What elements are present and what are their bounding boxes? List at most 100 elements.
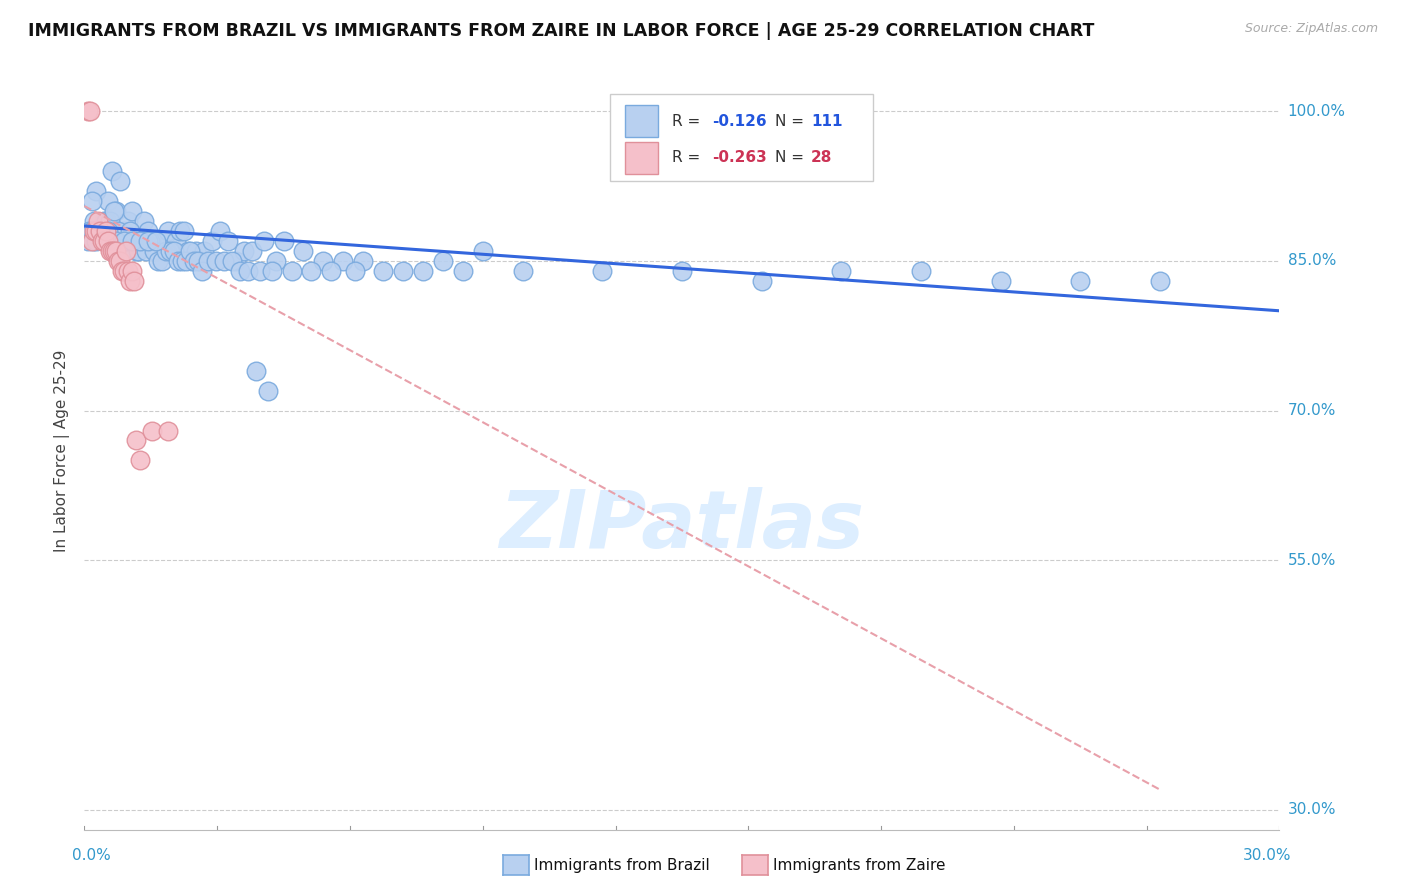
Point	[91, 224, 114, 238]
Point	[127, 244, 149, 258]
Point	[332, 254, 354, 268]
Point	[145, 244, 167, 258]
Point	[392, 264, 415, 278]
Point	[105, 234, 128, 248]
Point	[103, 204, 125, 219]
Point	[107, 254, 129, 268]
Point	[125, 434, 148, 448]
Text: 85.0%: 85.0%	[1288, 253, 1336, 268]
Text: 111: 111	[811, 114, 842, 129]
Point	[98, 214, 121, 228]
Point	[125, 244, 148, 258]
Point	[830, 264, 852, 278]
Point	[751, 274, 773, 288]
Point	[141, 424, 163, 438]
Point	[93, 234, 115, 248]
Point	[373, 264, 395, 278]
Point	[205, 254, 228, 268]
Point	[240, 244, 263, 258]
Point	[193, 244, 215, 258]
Point	[174, 254, 197, 268]
Point	[115, 244, 138, 258]
Point	[141, 234, 163, 248]
Point	[146, 254, 169, 268]
Point	[132, 214, 156, 228]
Y-axis label: In Labor Force | Age 25-29: In Labor Force | Age 25-29	[55, 350, 70, 551]
Point	[101, 244, 124, 258]
Point	[225, 254, 247, 268]
Text: 0.0%: 0.0%	[73, 847, 111, 863]
Point	[117, 214, 139, 228]
Point	[512, 264, 534, 278]
Point	[432, 254, 454, 268]
Point	[110, 174, 132, 188]
Text: Immigrants from Zaire: Immigrants from Zaire	[773, 858, 946, 872]
Point	[83, 224, 105, 238]
Point	[157, 224, 180, 238]
Text: 30.0%: 30.0%	[1288, 802, 1336, 817]
Point	[82, 194, 104, 208]
Point	[236, 264, 259, 278]
Point	[187, 254, 209, 268]
Point	[1149, 274, 1171, 288]
Point	[91, 234, 114, 248]
Point	[312, 254, 335, 268]
Point	[105, 244, 128, 258]
Point	[212, 254, 235, 268]
Point	[112, 264, 135, 278]
Point	[221, 254, 243, 268]
Point	[229, 264, 252, 278]
Point	[120, 274, 142, 288]
Point	[150, 254, 173, 268]
Point	[249, 264, 271, 278]
Point	[671, 264, 693, 278]
Point	[163, 244, 186, 258]
Point	[131, 234, 153, 248]
Point	[115, 234, 138, 248]
Point	[169, 224, 191, 238]
Point	[301, 264, 323, 278]
Point	[79, 224, 101, 238]
Point	[910, 264, 932, 278]
Point	[264, 254, 287, 268]
Point	[97, 234, 120, 248]
Point	[87, 224, 110, 238]
Point	[117, 264, 139, 278]
Point	[149, 234, 172, 248]
Text: Source: ZipAtlas.com: Source: ZipAtlas.com	[1244, 22, 1378, 36]
Point	[145, 234, 167, 248]
Point	[121, 204, 143, 219]
Point	[167, 254, 190, 268]
Point	[153, 234, 176, 248]
Point	[157, 424, 180, 438]
Point	[79, 104, 101, 119]
Point	[217, 234, 239, 248]
Point	[77, 224, 100, 238]
Point	[273, 234, 295, 248]
Point	[97, 224, 120, 238]
Point	[451, 264, 474, 278]
Point	[89, 224, 111, 238]
Point	[86, 184, 108, 198]
Point	[122, 234, 145, 248]
Point	[107, 224, 129, 238]
Text: ZIPatlas: ZIPatlas	[499, 487, 865, 566]
Text: 100.0%: 100.0%	[1288, 103, 1346, 119]
Point	[245, 364, 267, 378]
Point	[232, 244, 254, 258]
Point	[121, 264, 143, 278]
Point	[344, 264, 367, 278]
Point	[122, 274, 145, 288]
Text: Immigrants from Brazil: Immigrants from Brazil	[534, 858, 710, 872]
Point	[129, 234, 152, 248]
Text: N =: N =	[775, 114, 808, 129]
Point	[260, 264, 283, 278]
Point	[990, 274, 1012, 288]
Point	[97, 194, 120, 208]
Point	[82, 234, 104, 248]
FancyBboxPatch shape	[610, 95, 873, 181]
Point	[93, 214, 115, 228]
Point	[143, 244, 166, 258]
Point	[98, 244, 121, 258]
Point	[183, 254, 205, 268]
